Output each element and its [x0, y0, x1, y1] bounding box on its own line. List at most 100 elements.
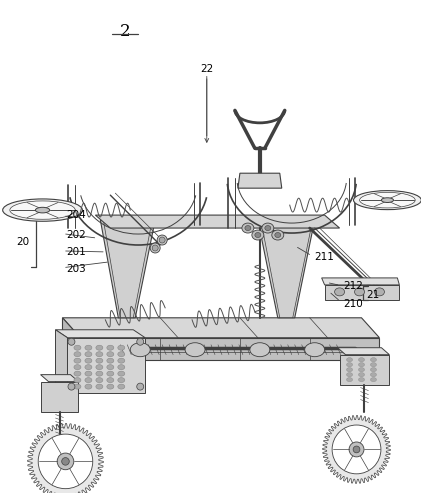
- Text: 202: 202: [66, 230, 86, 240]
- Polygon shape: [62, 318, 379, 338]
- Ellipse shape: [118, 358, 125, 363]
- Ellipse shape: [354, 191, 421, 209]
- Ellipse shape: [130, 343, 150, 357]
- Ellipse shape: [85, 365, 92, 370]
- Ellipse shape: [250, 343, 270, 357]
- Ellipse shape: [137, 383, 144, 390]
- Ellipse shape: [68, 383, 75, 390]
- Polygon shape: [322, 278, 399, 285]
- Ellipse shape: [360, 192, 415, 208]
- Polygon shape: [56, 330, 145, 338]
- Ellipse shape: [118, 384, 125, 389]
- Ellipse shape: [305, 343, 325, 357]
- Text: 2: 2: [120, 23, 130, 40]
- Ellipse shape: [96, 358, 103, 363]
- Ellipse shape: [346, 377, 352, 382]
- Polygon shape: [56, 330, 68, 393]
- Ellipse shape: [85, 384, 92, 389]
- Ellipse shape: [38, 434, 93, 489]
- Polygon shape: [41, 382, 78, 412]
- Ellipse shape: [371, 372, 376, 376]
- Ellipse shape: [152, 245, 158, 251]
- Ellipse shape: [107, 352, 114, 357]
- Polygon shape: [258, 220, 315, 318]
- Ellipse shape: [272, 230, 284, 240]
- Ellipse shape: [359, 372, 365, 376]
- Ellipse shape: [85, 377, 92, 383]
- Ellipse shape: [150, 243, 160, 253]
- Text: 201: 201: [66, 247, 86, 257]
- Ellipse shape: [3, 199, 82, 221]
- Ellipse shape: [62, 457, 69, 465]
- Ellipse shape: [359, 363, 365, 367]
- Ellipse shape: [359, 368, 365, 371]
- Ellipse shape: [346, 368, 352, 371]
- Ellipse shape: [96, 377, 103, 383]
- Polygon shape: [41, 374, 78, 382]
- Ellipse shape: [85, 352, 92, 357]
- Ellipse shape: [262, 223, 274, 233]
- Ellipse shape: [157, 235, 167, 245]
- Ellipse shape: [35, 207, 50, 213]
- Ellipse shape: [96, 384, 103, 389]
- Ellipse shape: [353, 446, 360, 453]
- Ellipse shape: [74, 377, 81, 383]
- Polygon shape: [27, 423, 103, 494]
- Ellipse shape: [371, 377, 376, 382]
- Ellipse shape: [96, 345, 103, 350]
- Ellipse shape: [74, 345, 81, 350]
- Ellipse shape: [332, 425, 381, 474]
- Ellipse shape: [346, 372, 352, 376]
- Ellipse shape: [255, 233, 261, 238]
- Ellipse shape: [107, 358, 114, 363]
- Ellipse shape: [349, 442, 364, 457]
- Ellipse shape: [159, 237, 165, 243]
- Ellipse shape: [371, 358, 376, 362]
- Ellipse shape: [57, 453, 74, 470]
- Ellipse shape: [371, 368, 376, 371]
- Polygon shape: [340, 355, 390, 385]
- Ellipse shape: [118, 377, 125, 383]
- Ellipse shape: [96, 365, 103, 370]
- Ellipse shape: [252, 230, 264, 240]
- Ellipse shape: [137, 338, 144, 345]
- Ellipse shape: [96, 371, 103, 376]
- Ellipse shape: [85, 358, 92, 363]
- Text: 204: 204: [66, 210, 86, 220]
- Ellipse shape: [346, 363, 352, 367]
- Ellipse shape: [354, 288, 365, 296]
- Ellipse shape: [107, 377, 114, 383]
- Ellipse shape: [381, 198, 394, 203]
- Ellipse shape: [118, 371, 125, 376]
- Text: 20: 20: [17, 237, 30, 247]
- Text: 22: 22: [200, 64, 214, 74]
- Ellipse shape: [359, 377, 365, 382]
- Ellipse shape: [74, 365, 81, 370]
- Polygon shape: [238, 173, 282, 188]
- Ellipse shape: [335, 288, 344, 296]
- Ellipse shape: [74, 384, 81, 389]
- Polygon shape: [81, 338, 379, 360]
- Text: 211: 211: [314, 252, 334, 262]
- Ellipse shape: [74, 352, 81, 357]
- Ellipse shape: [118, 352, 125, 357]
- Ellipse shape: [245, 226, 251, 231]
- Polygon shape: [68, 338, 145, 393]
- Ellipse shape: [118, 365, 125, 370]
- Ellipse shape: [96, 352, 103, 357]
- Ellipse shape: [74, 371, 81, 376]
- Ellipse shape: [107, 384, 114, 389]
- Ellipse shape: [107, 365, 114, 370]
- Ellipse shape: [85, 345, 92, 350]
- Ellipse shape: [185, 343, 205, 357]
- Ellipse shape: [275, 233, 281, 238]
- Ellipse shape: [10, 201, 75, 219]
- Polygon shape: [62, 318, 81, 360]
- Ellipse shape: [374, 288, 384, 296]
- Ellipse shape: [118, 345, 125, 350]
- Text: 203: 203: [66, 264, 86, 274]
- Ellipse shape: [85, 371, 92, 376]
- Polygon shape: [323, 415, 390, 483]
- Ellipse shape: [68, 338, 75, 345]
- Ellipse shape: [265, 226, 271, 231]
